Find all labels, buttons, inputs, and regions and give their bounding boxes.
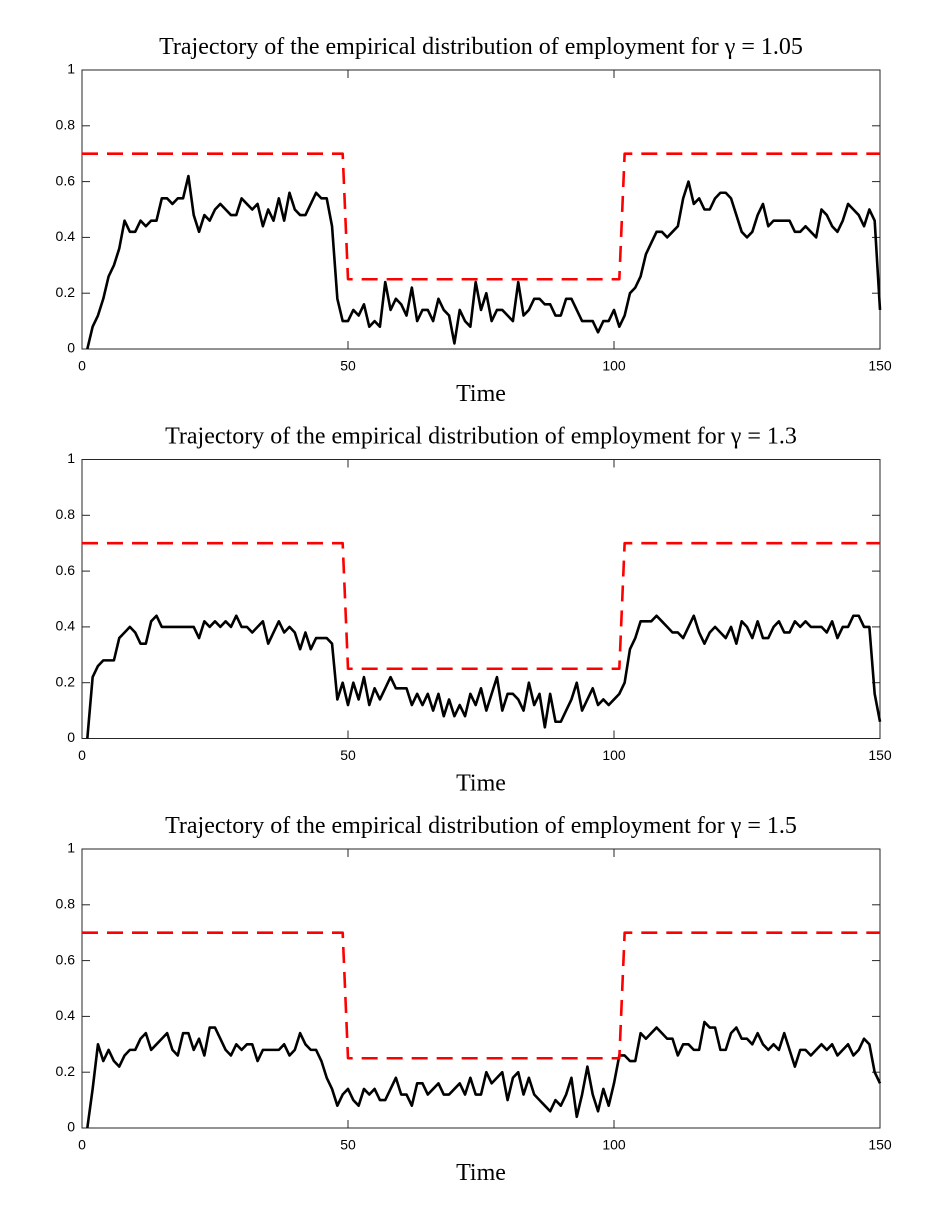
y-tick-label: 0.6 xyxy=(56,172,76,188)
x-tick-label: 0 xyxy=(78,747,86,763)
plot-frame xyxy=(81,459,881,739)
data-line xyxy=(86,614,882,739)
chart-title: Trajectory of the empirical distribution… xyxy=(159,34,803,60)
y-tick-label: 0.4 xyxy=(56,618,76,634)
data-line xyxy=(82,541,880,671)
y-tick-label: 0.6 xyxy=(56,951,76,967)
data-line xyxy=(86,1020,882,1129)
data-line xyxy=(82,931,880,1060)
x-tick-label: 0 xyxy=(78,1137,86,1153)
y-tick-label: 0.8 xyxy=(56,896,76,912)
plot-frame xyxy=(81,69,881,350)
data-line xyxy=(82,152,880,281)
chart-title: Trajectory of the empirical distribution… xyxy=(165,813,797,839)
y-tick-label: 0.6 xyxy=(56,562,76,578)
x-tick-label: 50 xyxy=(340,358,356,374)
data-line xyxy=(86,174,882,350)
x-tick-label: 100 xyxy=(602,1137,626,1153)
y-tick-label: 0.2 xyxy=(56,284,76,300)
x-axis-label: Time xyxy=(456,1160,506,1186)
plot-frame xyxy=(81,848,881,1129)
x-tick-label: 100 xyxy=(602,747,626,763)
x-tick-label: 150 xyxy=(868,747,892,763)
y-tick-label: 1 xyxy=(67,840,75,856)
y-tick-label: 0.4 xyxy=(56,1007,76,1023)
x-tick-label: 0 xyxy=(78,358,86,374)
chart-title: Trajectory of the empirical distribution… xyxy=(165,424,797,450)
y-tick-label: 0.8 xyxy=(56,506,76,522)
y-tick-label: 1 xyxy=(67,450,75,466)
y-tick-label: 0.2 xyxy=(56,673,76,689)
x-tick-label: 100 xyxy=(602,358,626,374)
y-tick-label: 0 xyxy=(67,1119,75,1135)
y-tick-label: 0.8 xyxy=(56,117,76,133)
x-axis-label: Time xyxy=(456,771,506,797)
y-tick-label: 0.4 xyxy=(56,228,76,244)
y-tick-label: 1 xyxy=(67,61,75,77)
y-tick-label: 0 xyxy=(67,729,75,745)
x-tick-label: 50 xyxy=(340,1137,356,1153)
x-tick-label: 150 xyxy=(868,1137,892,1153)
x-tick-label: 150 xyxy=(868,358,892,374)
x-axis-label: Time xyxy=(456,381,506,407)
x-tick-label: 50 xyxy=(340,747,356,763)
y-tick-label: 0 xyxy=(67,340,75,356)
y-tick-label: 0.2 xyxy=(56,1063,76,1079)
